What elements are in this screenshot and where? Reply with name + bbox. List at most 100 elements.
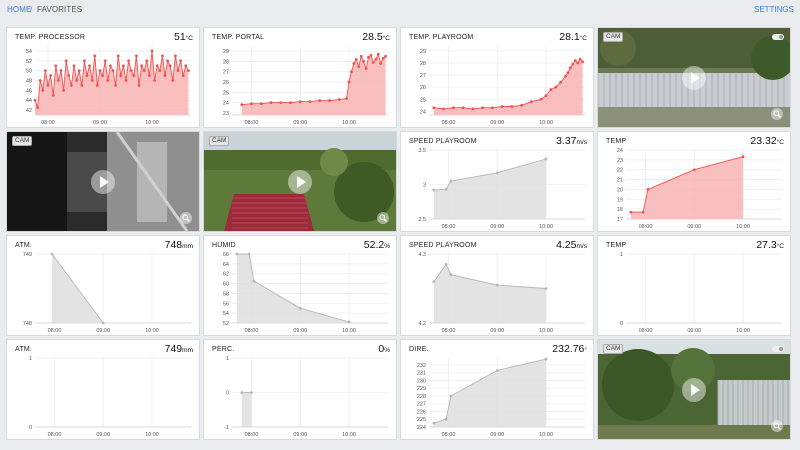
y-tick-label: 2.5 bbox=[418, 217, 426, 223]
data-point bbox=[337, 98, 341, 101]
value-unit: °C bbox=[382, 35, 390, 42]
x-tick-label: 08:00 bbox=[245, 328, 259, 334]
data-point bbox=[75, 79, 78, 82]
play-icon[interactable] bbox=[288, 169, 312, 194]
card-value: 51°C bbox=[174, 31, 193, 43]
y-tick-label: 28 bbox=[223, 59, 229, 65]
data-point bbox=[289, 101, 292, 105]
chart: 2.5 3 3.5 08:00 09:00 10:00 bbox=[418, 148, 585, 230]
sensor-card-humid[interactable]: 52 54 56 58 60 62 64 66 08:00 09:00 10:00 HUMID 52.2… bbox=[203, 235, 397, 336]
sensor-card-temp-playroom[interactable]: 24 25 26 27 28 29 08:00 09:00 10:00 TEMP. PLAYROO… bbox=[400, 27, 594, 128]
y-tick-label: 29 bbox=[223, 49, 229, 55]
data-point bbox=[101, 74, 104, 77]
data-point bbox=[33, 98, 37, 102]
data-point bbox=[140, 64, 144, 68]
value-number: 27.3 bbox=[756, 239, 777, 251]
zoom-icon[interactable] bbox=[771, 420, 783, 432]
breadcrumb-current: FAVORITES bbox=[37, 5, 83, 14]
value-unit: m/s bbox=[576, 243, 587, 250]
camera-card[interactable]: CAM bbox=[597, 339, 791, 440]
card-value: 23.32°C bbox=[750, 135, 784, 147]
camera-toggle[interactable] bbox=[772, 346, 784, 352]
data-point bbox=[298, 100, 302, 104]
data-point bbox=[155, 64, 159, 68]
camera-card[interactable]: CAM bbox=[6, 131, 200, 232]
data-point bbox=[646, 188, 650, 191]
data-point bbox=[122, 64, 125, 68]
data-point bbox=[132, 74, 136, 77]
sensor-card-temp[interactable]: 0 1 08:00 09:00 10:00 TEMP 27.3°C bbox=[597, 235, 791, 336]
sensor-card-temp-portal[interactable]: 23 24 25 26 27 28 29 08:00 09:00 10:00 TEMP. PORTA… bbox=[203, 27, 397, 128]
x-tick-label: 10:00 bbox=[145, 432, 159, 438]
x-tick-label: 10:00 bbox=[736, 224, 750, 230]
y-tick-label: 0 bbox=[620, 321, 623, 327]
data-point bbox=[529, 100, 533, 104]
settings-link[interactable]: SETTINGS bbox=[753, 5, 794, 14]
data-point bbox=[576, 61, 580, 65]
zoom-icon[interactable] bbox=[771, 108, 783, 120]
sensor-card-dire[interactable]: 224 225 226 227 228 229 230 231 232 08:00 09:00 10:… bbox=[400, 339, 594, 440]
data-point bbox=[64, 59, 68, 63]
x-tick-label: 09:00 bbox=[293, 328, 307, 334]
data-point bbox=[181, 74, 185, 77]
zoom-icon[interactable] bbox=[180, 212, 192, 224]
data-point bbox=[114, 84, 117, 87]
data-point bbox=[495, 283, 499, 287]
sensor-card-temp-processor[interactable]: 42 44 46 48 50 52 54 08:00 09:00 10:00 TEMP. PROCE… bbox=[6, 27, 200, 128]
chart-grid bbox=[626, 253, 782, 324]
data-point bbox=[88, 64, 91, 68]
y-tick-label: 29 bbox=[420, 49, 426, 55]
data-point bbox=[432, 188, 436, 192]
chart: 23 24 25 26 27 28 29 08:00 09:00 10:00 bbox=[223, 46, 388, 126]
sensor-card-speed-playroom[interactable]: 4.2 4.3 08:00 09:00 10:00 SPEED PLAYROOM 4.25m… bbox=[400, 235, 594, 336]
camera-card[interactable]: CAM bbox=[597, 27, 791, 128]
y-tick-label: 4.3 bbox=[418, 252, 426, 258]
data-point bbox=[259, 102, 263, 106]
play-icon[interactable] bbox=[682, 65, 706, 90]
play-icon[interactable] bbox=[682, 377, 706, 402]
data-point bbox=[240, 391, 244, 394]
card-value: 749mm bbox=[165, 343, 193, 355]
y-tick-label: 1 bbox=[620, 252, 623, 258]
data-point bbox=[449, 273, 453, 277]
y-tick-label: 46 bbox=[26, 88, 32, 94]
data-point bbox=[85, 74, 89, 77]
sensor-card-atm[interactable]: 748 749 08:00 09:00 10:00 ATM. 748mm bbox=[6, 235, 200, 336]
sensor-card-perc[interactable]: -1 0 1 08:00 09:00 10:00 PERC. 0% bbox=[203, 339, 397, 440]
y-tick-label: 27 bbox=[420, 73, 426, 79]
data-point bbox=[510, 105, 514, 108]
y-tick-label: 1 bbox=[226, 356, 229, 362]
data-point bbox=[371, 61, 375, 64]
data-point bbox=[124, 79, 128, 82]
zoom-icon[interactable] bbox=[377, 212, 389, 224]
data-point bbox=[318, 99, 322, 102]
x-tick-label: 09:00 bbox=[490, 120, 504, 126]
data-point bbox=[471, 107, 475, 111]
data-point bbox=[367, 55, 370, 59]
camera-toggle[interactable] bbox=[772, 34, 784, 40]
sensor-card-speed-playroom[interactable]: 2.5 3 3.5 08:00 09:00 10:00 SPEED PLAYROOM 3.37… bbox=[400, 131, 594, 232]
data-point bbox=[38, 79, 42, 82]
data-point bbox=[171, 79, 175, 82]
y-tick-label: 20 bbox=[617, 187, 623, 193]
data-point bbox=[145, 59, 149, 63]
sensor-card-temp[interactable]: 17 18 19 20 21 22 23 24 08:00 09:00 10:00 TEMP 23.32… bbox=[597, 131, 791, 232]
data-point bbox=[554, 85, 558, 89]
breadcrumb-home-link[interactable]: HOME bbox=[7, 5, 32, 14]
data-point bbox=[347, 80, 351, 84]
card-title: DIRE. bbox=[409, 346, 429, 353]
data-point bbox=[544, 157, 548, 161]
camera-card[interactable]: CAM bbox=[203, 131, 397, 232]
sensor-card-atm[interactable]: 0 1 08:00 09:00 10:00 ATM. 749mm bbox=[6, 339, 200, 440]
data-point bbox=[568, 66, 572, 70]
data-point bbox=[250, 391, 253, 394]
data-point bbox=[544, 94, 548, 98]
data-point bbox=[345, 97, 348, 100]
play-icon[interactable] bbox=[91, 169, 115, 194]
x-tick-label: 10:00 bbox=[145, 328, 159, 334]
data-point bbox=[432, 421, 436, 425]
value-unit: % bbox=[384, 347, 390, 354]
card-title: SPEED PLAYROOM bbox=[409, 138, 477, 145]
data-point bbox=[350, 70, 353, 74]
